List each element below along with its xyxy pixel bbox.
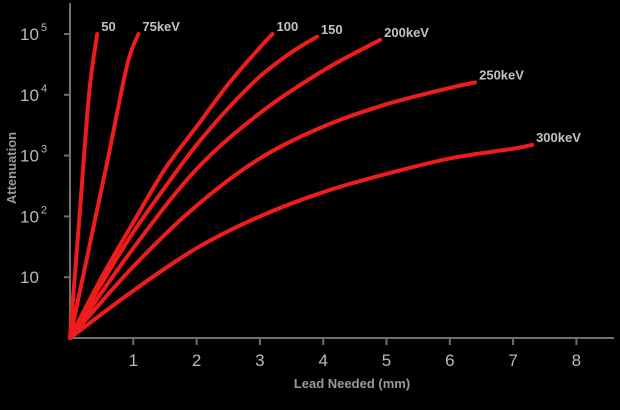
series-curves <box>68 32 535 340</box>
axes <box>69 3 614 339</box>
y-tick-exponent: 2 <box>41 204 47 216</box>
x-tick-label: 2 <box>192 351 201 370</box>
series-line-150 <box>68 34 319 340</box>
series-label-100: 100 <box>277 19 299 34</box>
y-tick-exponent: 3 <box>41 144 47 156</box>
series-line-75kev <box>68 32 141 340</box>
y-axis-title: Attenuation <box>4 132 19 204</box>
y-tick-exponent: 5 <box>41 22 47 34</box>
y-tick-label: 10 <box>20 25 39 44</box>
x-tick-label: 3 <box>255 351 264 370</box>
series-label-150: 150 <box>321 22 343 37</box>
y-tick-label: 10 <box>20 147 39 166</box>
series-labels: 50 75keV 100 150 200keV 250keV 300keV <box>101 19 581 145</box>
series-line-300kev <box>68 142 535 340</box>
x-axis-title: Lead Needed (mm) <box>294 376 410 391</box>
x-tick-label: 6 <box>445 351 454 370</box>
x-axis-ticks: 1 2 3 4 5 6 7 8 <box>129 338 581 370</box>
series-label-75kev: 75keV <box>142 19 180 34</box>
series-label-250kev: 250keV <box>479 67 524 82</box>
x-tick-label: 7 <box>508 351 517 370</box>
y-tick-label: 10 <box>20 207 39 226</box>
y-tick-label: 10 <box>20 268 39 287</box>
series-line-50 <box>68 32 100 340</box>
y-tick-exponent: 4 <box>41 83 47 95</box>
x-tick-label: 1 <box>129 351 138 370</box>
x-tick-label: 5 <box>382 351 391 370</box>
series-label-300kev: 300keV <box>536 130 581 145</box>
series-line-250kev <box>68 80 478 340</box>
x-tick-label: 4 <box>318 351 327 370</box>
series-line-100 <box>68 32 275 340</box>
series-label-200kev: 200keV <box>384 25 429 40</box>
x-tick-label: 8 <box>572 351 581 370</box>
series-label-50: 50 <box>101 19 115 34</box>
y-tick-label: 10 <box>20 86 39 105</box>
series-line-200kev <box>68 37 383 340</box>
